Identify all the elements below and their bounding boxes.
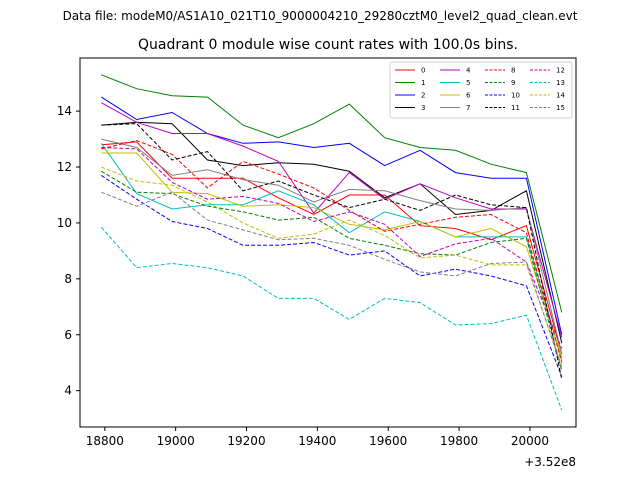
y-tick-label: 4 [64, 384, 72, 398]
y-tick-label: 10 [57, 216, 72, 230]
x-offset-label: +3.52e8 [524, 455, 576, 469]
legend-label-4: 4 [466, 67, 471, 75]
series-line-11 [101, 123, 563, 380]
legend-label-0: 0 [421, 67, 425, 75]
y-tick-label: 14 [57, 104, 72, 118]
legend-label-10: 10 [511, 92, 520, 100]
chart-title: Quadrant 0 module wise count rates with … [138, 37, 518, 53]
y-tick-label: 12 [57, 160, 72, 174]
plot-area [100, 74, 563, 411]
series-line-1 [101, 74, 563, 313]
legend-label-8: 8 [511, 67, 515, 75]
x-tick-label: 19200 [227, 434, 265, 448]
series-line-12 [101, 147, 563, 349]
legend-label-7: 7 [466, 104, 470, 112]
x-tick-label: 18800 [86, 434, 124, 448]
series-line-3 [101, 121, 563, 344]
legend-label-1: 1 [421, 79, 425, 87]
legend-label-11: 11 [511, 104, 520, 112]
series-line-9 [101, 170, 563, 372]
series-line-0 [101, 141, 563, 355]
series-line-10 [101, 174, 563, 377]
legend-label-12: 12 [556, 67, 565, 75]
series-line-14 [101, 166, 563, 366]
legend-label-15: 15 [556, 104, 565, 112]
x-tick-label: 19000 [157, 434, 195, 448]
x-tick-label: 20000 [511, 434, 549, 448]
axes-frame [79, 57, 577, 428]
legend-label-9: 9 [511, 79, 515, 87]
x-tick-label: 19400 [298, 434, 336, 448]
series-line-7 [101, 138, 563, 355]
series-line-4 [101, 102, 563, 338]
series-line-15 [101, 191, 563, 369]
series-line-5 [100, 143, 563, 361]
x-tick-label: 19600 [369, 434, 407, 448]
legend-label-6: 6 [466, 92, 471, 100]
axes: 18800 19000 19200 19400 19600 19800 20000 +3.52… [57, 57, 577, 469]
figure-suptitle: Data file: modeM0/AS1A10_021T10_90000042… [63, 9, 578, 23]
x-tick-label: 19800 [440, 434, 478, 448]
legend-box [389, 61, 573, 119]
series-line-13 [100, 226, 563, 411]
legend-label-3: 3 [421, 104, 425, 112]
legend-label-5: 5 [466, 79, 470, 87]
legend-label-13: 13 [556, 79, 565, 87]
series-line-6 [101, 152, 563, 358]
legend-label-14: 14 [556, 92, 565, 100]
y-tick-label: 6 [64, 328, 72, 342]
y-tick-label: 8 [64, 272, 72, 286]
legend-label-2: 2 [421, 92, 425, 100]
series-line-2 [101, 96, 563, 335]
series-line-8 [101, 139, 563, 363]
